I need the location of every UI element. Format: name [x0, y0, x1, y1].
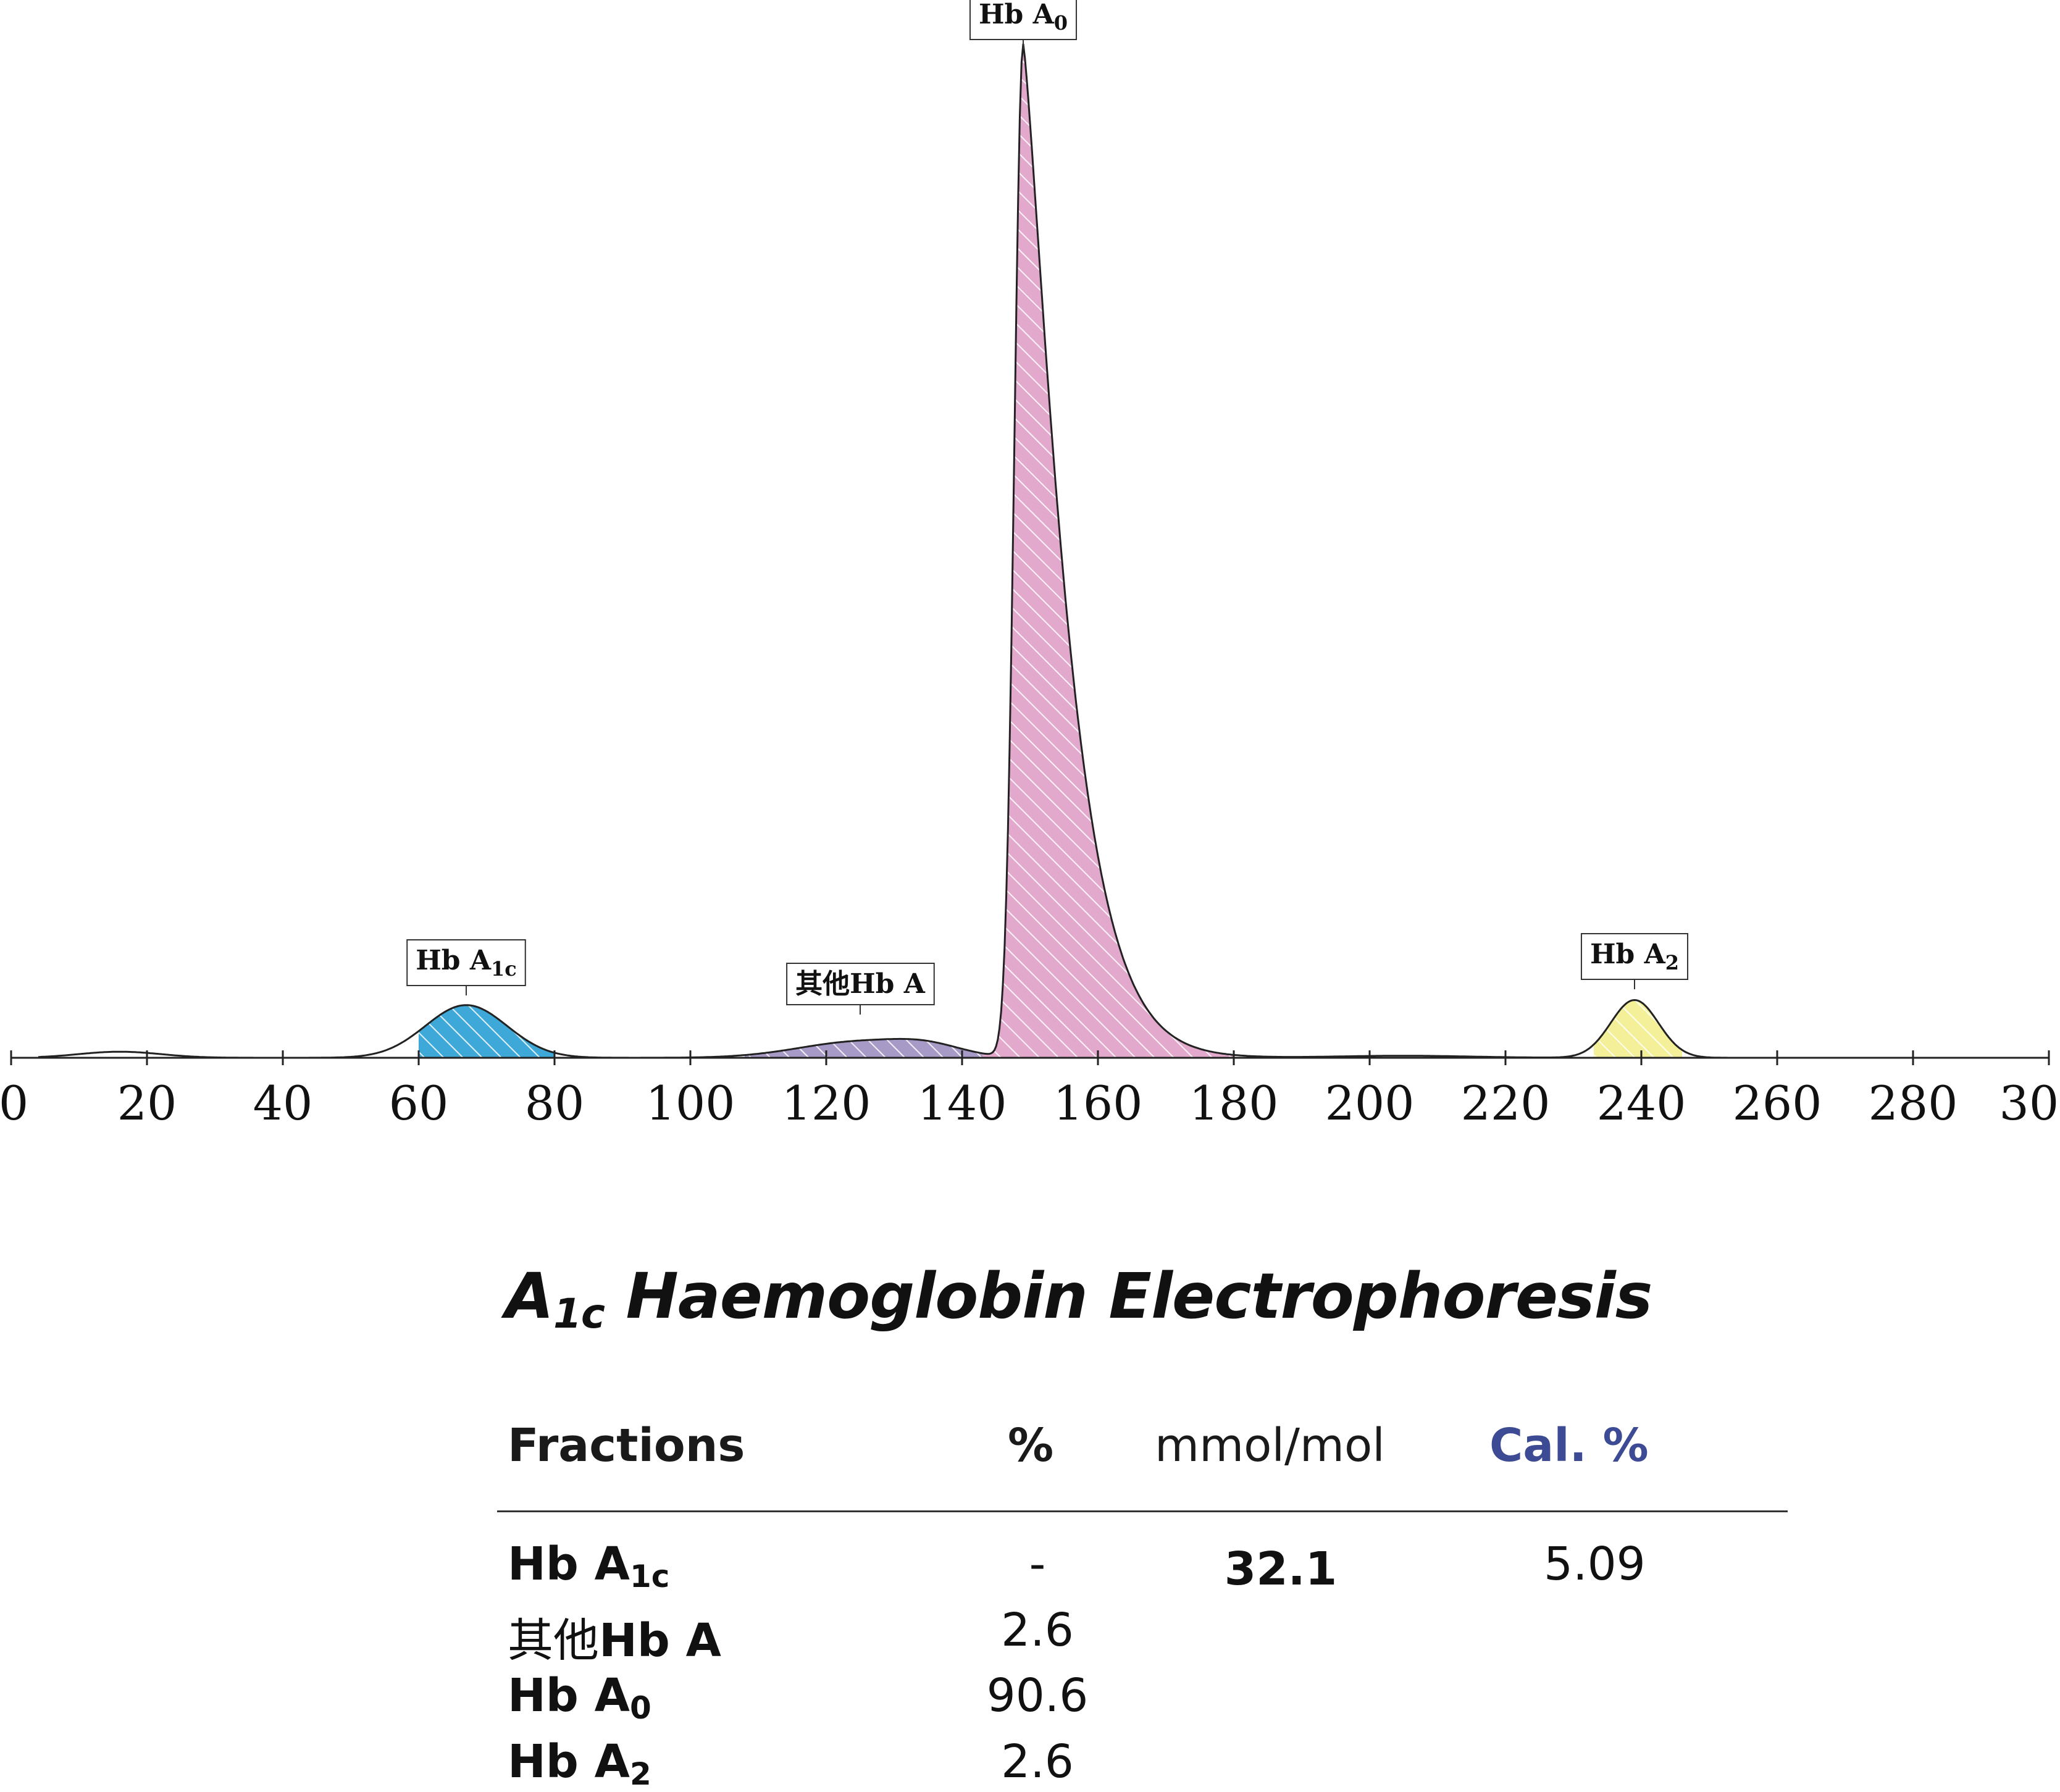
table-divider [497, 1510, 1788, 1512]
x-tick-label: 260 [1732, 1076, 1822, 1131]
x-tick-label: 280 [1868, 1076, 1957, 1131]
row-percent: - [1029, 1538, 1046, 1591]
peak-hatch-2 [982, 44, 1234, 1058]
row-mmol: 32.1 [1224, 1543, 1338, 1596]
svg-text:其他Hb A: 其他Hb A [795, 968, 926, 1000]
header-percent: % [1008, 1419, 1054, 1472]
row-percent: 2.6 [1001, 1604, 1074, 1657]
peak-hatch-1 [745, 1039, 982, 1058]
row-fraction-name: Hb A1c [508, 1538, 670, 1594]
row-percent: 90.6 [986, 1669, 1089, 1722]
peak-hatch-0 [419, 1005, 555, 1058]
peak-label-3: Hb A2 [1580, 933, 1689, 989]
x-tick-label: 240 [1596, 1076, 1686, 1131]
row-fraction-name: Hb A2 [508, 1735, 651, 1792]
x-tick-label: 120 [781, 1076, 871, 1131]
x-tick-label: 300 [1999, 1076, 2060, 1131]
x-tick-label: 40 [253, 1076, 313, 1131]
header-cal-percent: Cal. % [1489, 1419, 1649, 1472]
x-tick-label: 200 [1325, 1076, 1414, 1131]
x-tick-label: 160 [1053, 1076, 1142, 1131]
header-fractions: Fractions [508, 1419, 745, 1472]
electrophoresis-chart: 0 20 40 60 80 100 120 140 160 180 200 220 240 260 280 3… [0, 0, 2060, 1131]
x-tick-label: 100 [645, 1076, 735, 1131]
x-tick-label: 0 [0, 1076, 28, 1131]
row-fraction-name: Hb A0 [508, 1669, 651, 1726]
peak-label-2: Hb A0 [969, 0, 1078, 49]
row-fraction-name: 其他Hb A [508, 1614, 721, 1667]
peak-label-0: Hb A1c [406, 939, 526, 995]
svg-text:Hb A2: Hb A2 [1590, 939, 1679, 974]
report-title: A1c Haemoglobin Electrophoresis [505, 1260, 1652, 1338]
x-tick-label: 80 [525, 1076, 585, 1131]
trace-line [38, 43, 2015, 1059]
row-percent: 2.6 [1001, 1735, 1074, 1788]
svg-text:Hb A0: Hb A0 [979, 0, 1068, 35]
header-mmol: mmol/mol [1155, 1419, 1385, 1472]
peak-label-1: 其他Hb A [786, 963, 935, 1015]
x-tick-label: 60 [389, 1076, 449, 1131]
x-tick-label: 140 [917, 1076, 1007, 1131]
x-tick-label: 20 [117, 1076, 177, 1131]
x-tick-label: 220 [1460, 1076, 1550, 1131]
svg-text:Hb A1c: Hb A1c [416, 945, 517, 981]
peak-hatch-3 [1594, 1000, 1682, 1058]
x-tick-label: 180 [1189, 1076, 1278, 1131]
row-cal-percent: 5.09 [1544, 1538, 1646, 1591]
